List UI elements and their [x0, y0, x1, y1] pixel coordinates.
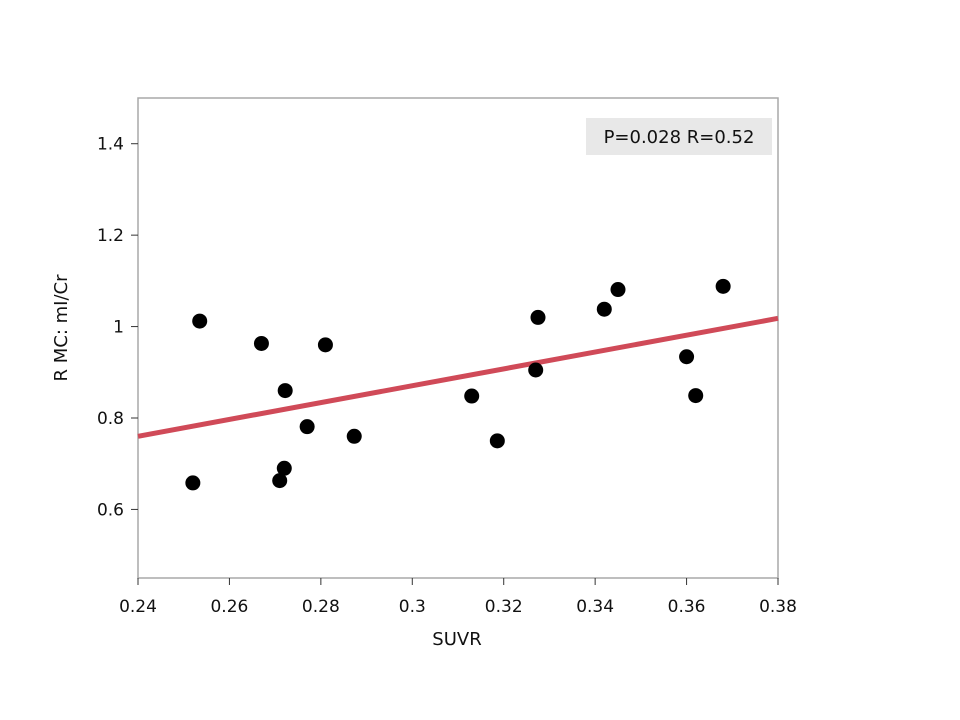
data-point — [185, 475, 201, 491]
data-point — [610, 282, 626, 298]
x-tick-label: 0.36 — [668, 597, 706, 617]
data-point — [530, 309, 546, 325]
x-tick-label: 0.24 — [119, 597, 157, 617]
x-tick-label: 0.28 — [302, 597, 340, 617]
data-point — [715, 278, 731, 294]
data-point — [276, 460, 292, 476]
plot-frame — [137, 97, 779, 579]
x-tick-label: 0.26 — [210, 597, 248, 617]
data-point — [317, 337, 333, 353]
x-tick-label: 0.32 — [485, 597, 523, 617]
y-tick-label: 0.8 — [97, 409, 124, 429]
stats-annotation-background — [586, 118, 772, 155]
regression-line — [137, 315, 779, 439]
x-axis-title: SUVR — [432, 629, 481, 650]
fit-line-group — [137, 315, 779, 439]
data-point — [299, 419, 315, 435]
data-point — [679, 349, 695, 365]
axes: 0.24 0.26 0.28 0.3 0.32 0.34 0.36 0.38 0.6 0.8 1 1.… — [97, 97, 797, 617]
points-group — [185, 278, 731, 491]
y-axis-title: R MC: mI/Cr — [51, 274, 72, 382]
data-point — [272, 473, 288, 489]
data-point — [688, 388, 704, 404]
data-point — [528, 362, 544, 378]
x-tick-label: 0.34 — [576, 597, 614, 617]
data-point — [253, 335, 269, 351]
data-point — [489, 433, 505, 449]
y-tick-label: 1.2 — [97, 226, 124, 246]
data-point — [192, 313, 208, 329]
stats-annotation: P=0.028 R=0.52 — [586, 118, 772, 155]
y-tick-label: 1.4 — [97, 135, 124, 155]
data-point — [277, 383, 293, 399]
x-tick-label: 0.38 — [759, 597, 797, 617]
stats-annotation-text: P=0.028 R=0.52 — [604, 127, 755, 148]
y-tick-label: 0.6 — [97, 500, 124, 520]
y-tick-label: 1 — [113, 318, 124, 338]
data-point — [346, 428, 362, 444]
data-point — [596, 301, 612, 317]
x-tick-label: 0.3 — [399, 597, 426, 617]
data-point — [464, 388, 480, 404]
